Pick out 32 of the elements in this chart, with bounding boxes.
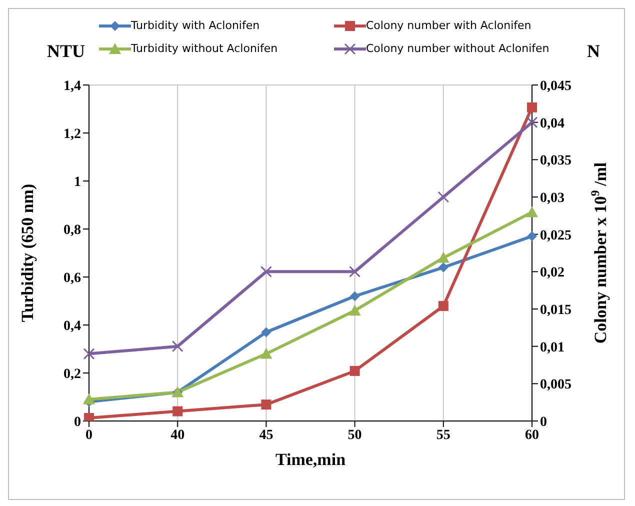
legend-label: Colony number with Aclonifen — [366, 19, 532, 32]
y2-tick-label: 0,02 — [540, 266, 564, 281]
x-tick-label: 45 — [259, 428, 274, 443]
y2-tick-label: 0,04 — [540, 116, 564, 132]
x-tick-label: 60 — [525, 428, 539, 443]
y2-tick-label: 0,015 — [540, 302, 572, 318]
y2-tick-label: 0 — [540, 414, 547, 430]
legend-label: Colony number without Aclonifen — [366, 42, 550, 55]
y2-tick-label: 0,005 — [540, 378, 572, 393]
y-tick-label: 0,2 — [64, 366, 81, 382]
y-tick-label: 1,4 — [64, 78, 81, 94]
text: N — [587, 41, 600, 62]
y-tick-label: 1,2 — [64, 126, 81, 142]
y-axis-title: Turbidity (650 nm) — [18, 184, 38, 322]
y-tick-label: 0,8 — [64, 222, 81, 238]
x-tick-label: 50 — [348, 428, 362, 443]
y2-tick-label: 0,03 — [540, 190, 564, 206]
y-tick-label: 1 — [74, 174, 81, 190]
x-tick-label: 40 — [170, 428, 185, 443]
y-tick-label: 0,4 — [64, 318, 81, 334]
y2-tick-label: 0,035 — [540, 154, 572, 169]
y2-tick-label: 0,025 — [540, 228, 572, 244]
x-tick-label: 55 — [436, 428, 450, 443]
y-tick-label: 0,6 — [64, 270, 81, 286]
y-tick-label: 0 — [74, 414, 81, 430]
y2-tick-label: 0,01 — [540, 340, 564, 356]
text: NTU — [47, 41, 86, 62]
legend-label: Turbidity without Aclonifen — [131, 42, 278, 55]
x-tick-label: 0 — [86, 428, 92, 443]
x-axis-title: Time,min — [275, 450, 346, 469]
legend-label: Turbidity with Aclonifen — [131, 19, 260, 32]
y2-tick-label: 0,045 — [540, 78, 572, 94]
